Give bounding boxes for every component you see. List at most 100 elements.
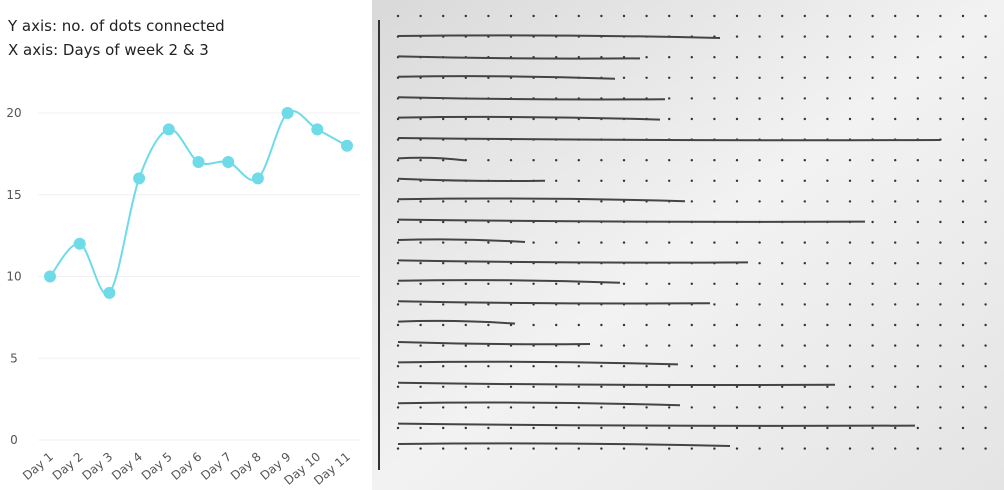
paper-dot: [961, 138, 965, 141]
paper-dot: [939, 56, 942, 59]
paper-dot: [758, 14, 761, 18]
paper-dot: [803, 323, 806, 327]
paper-dot: [532, 200, 535, 203]
paper-dot: [848, 344, 852, 347]
annotation: X axis: Days of week 2 & 3: [8, 41, 209, 59]
paper-dot: [396, 220, 400, 224]
paper-dot: [464, 14, 467, 18]
paper-dot: [871, 159, 874, 162]
y-tick-label: 5: [10, 351, 18, 365]
paper-dot: [396, 200, 400, 203]
paper-dot: [577, 426, 580, 430]
paper-dot: [735, 426, 739, 430]
paper-dot: [645, 365, 648, 368]
pencil-line: [397, 137, 941, 142]
paper-dot: [961, 241, 965, 244]
paper-dot: [622, 447, 626, 450]
paper-dot: [758, 179, 761, 182]
paper-dot: [984, 117, 987, 121]
paper-dot: [848, 426, 852, 430]
annotation: Y axis: no. of dots connected: [7, 17, 225, 35]
paper-dot: [668, 406, 671, 409]
paper-dot: [713, 426, 716, 430]
paper-dot: [690, 282, 693, 285]
paper-dot: [961, 117, 965, 121]
paper-dot: [555, 426, 558, 430]
paper-dot: [555, 447, 558, 450]
paper-dot: [894, 303, 897, 306]
paper-dot: [419, 14, 422, 18]
paper-dot: [939, 241, 942, 244]
paper-dot: [600, 426, 603, 430]
paper-dot: [826, 14, 829, 18]
paper-dot: [848, 282, 852, 285]
paper-dot: [894, 159, 897, 162]
paper-dot: [668, 385, 671, 388]
paper-dot: [803, 117, 806, 121]
paper-dot: [600, 282, 603, 285]
paper-dot: [735, 200, 739, 203]
paper-dot: [803, 344, 806, 347]
paper-dot: [894, 426, 897, 430]
paper-dot: [735, 159, 739, 162]
paper-dot: [442, 200, 445, 203]
paper-dot: [871, 241, 874, 244]
paper-dot: [961, 179, 965, 182]
paper-dot: [848, 117, 852, 121]
paper-dot: [645, 56, 648, 59]
paper-dot: [442, 365, 445, 368]
paper-dot: [916, 117, 919, 121]
paper-dot: [419, 447, 422, 450]
paper-dot: [735, 447, 739, 450]
paper-dot: [894, 262, 897, 265]
paper-dot: [781, 200, 784, 203]
paper-dot: [916, 97, 919, 100]
paper-dot: [713, 344, 716, 347]
paper-dot: [713, 179, 716, 182]
pencil-line: [397, 341, 591, 346]
paper-dot: [961, 282, 965, 285]
paper-dot: [961, 365, 965, 368]
paper-dot: [916, 303, 919, 306]
pencil-line: [397, 238, 526, 243]
paper-dot: [690, 344, 693, 347]
pencil-line: [397, 360, 679, 366]
paper-dot: [803, 56, 806, 59]
y-tick-label: 15: [6, 188, 21, 202]
paper-dot: [713, 447, 716, 450]
paper-dot: [555, 179, 558, 182]
paper-dot: [442, 303, 445, 306]
paper-dot: [396, 365, 400, 368]
paper-dot: [668, 56, 671, 59]
paper-dot: [668, 365, 671, 368]
paper-dot: [848, 35, 852, 38]
paper-dot: [713, 365, 716, 368]
paper-dot: [916, 344, 919, 347]
paper-dot: [690, 159, 693, 162]
paper-dot: [509, 447, 513, 450]
paper-dot: [803, 365, 806, 368]
paper-dot: [713, 76, 716, 80]
paper-dot: [803, 262, 806, 265]
paper-dot: [894, 447, 897, 450]
paper-dot: [509, 406, 513, 409]
paper-dot: [645, 282, 648, 285]
paper-dot: [509, 365, 513, 368]
paper-dot: [758, 200, 761, 203]
paper-dot: [916, 447, 919, 450]
paper-dot: [600, 159, 603, 162]
paper-dot: [894, 323, 897, 327]
paper-dot: [464, 282, 467, 285]
paper-dot: [622, 179, 626, 182]
paper-dot: [758, 447, 761, 450]
paper-dot: [848, 385, 852, 388]
paper-dot: [984, 385, 987, 388]
paper-dot: [668, 447, 671, 450]
paper-dot: [419, 159, 422, 162]
paper-dot: [758, 159, 761, 162]
paper-dot: [532, 159, 535, 162]
paper-dot: [871, 406, 874, 409]
paper-dot: [871, 344, 874, 347]
paper-dot: [713, 282, 716, 285]
paper-dot: [871, 76, 874, 80]
